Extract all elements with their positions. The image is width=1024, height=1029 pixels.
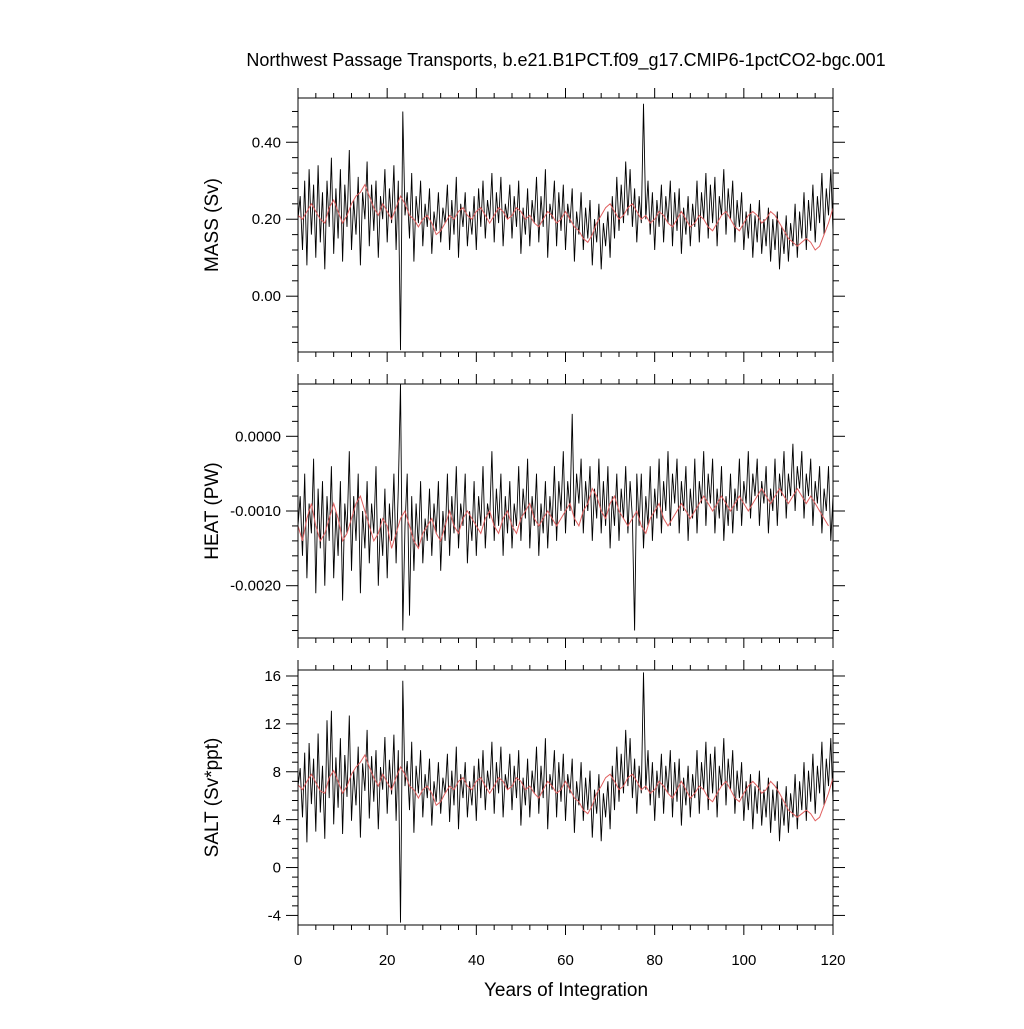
- y-axis-title: HEAT (PW): [202, 462, 223, 559]
- x-tick-label: 40: [468, 952, 485, 969]
- panel-frame: [297, 97, 834, 353]
- y-tick-label: 0.0000: [235, 428, 281, 445]
- x-axis-title: Years of Integration: [484, 980, 648, 1001]
- x-tick-label: 120: [820, 952, 845, 969]
- y-tick-label: 12: [264, 716, 281, 733]
- y-tick-label: 8: [273, 764, 281, 781]
- x-tick-label: 20: [379, 952, 396, 969]
- chart-title: Northwest Passage Transports, b.e21.B1PC…: [246, 50, 885, 71]
- smoothed-series-line: [298, 183, 833, 251]
- panel-frame: [297, 669, 834, 926]
- smoothed-series-line: [298, 487, 829, 550]
- y-axis-title: MASS (Sv): [202, 178, 223, 272]
- y-tick-label: 16: [264, 668, 281, 685]
- y-tick-label: -0.0020: [230, 578, 281, 595]
- y-tick-label: 0.40: [252, 134, 281, 151]
- x-tick-label: 60: [557, 952, 574, 969]
- y-tick-label: -4: [268, 907, 281, 924]
- y-tick-label: 0.00: [252, 288, 281, 305]
- y-tick-label: 0: [273, 860, 281, 877]
- y-tick-label: -0.0010: [230, 503, 281, 520]
- x-tick-label: 0: [294, 952, 302, 969]
- y-tick-label: 4: [273, 812, 281, 829]
- monthly-series-line: [298, 103, 833, 351]
- y-tick-label: 0.20: [252, 211, 281, 228]
- monthly-series-line: [298, 384, 833, 631]
- x-tick-label: 80: [646, 952, 663, 969]
- monthly-series-line: [298, 672, 833, 923]
- x-tick-label: 100: [731, 952, 756, 969]
- y-axis-title: SALT (Sv*ppt): [202, 738, 223, 858]
- smoothed-series-line: [298, 753, 833, 822]
